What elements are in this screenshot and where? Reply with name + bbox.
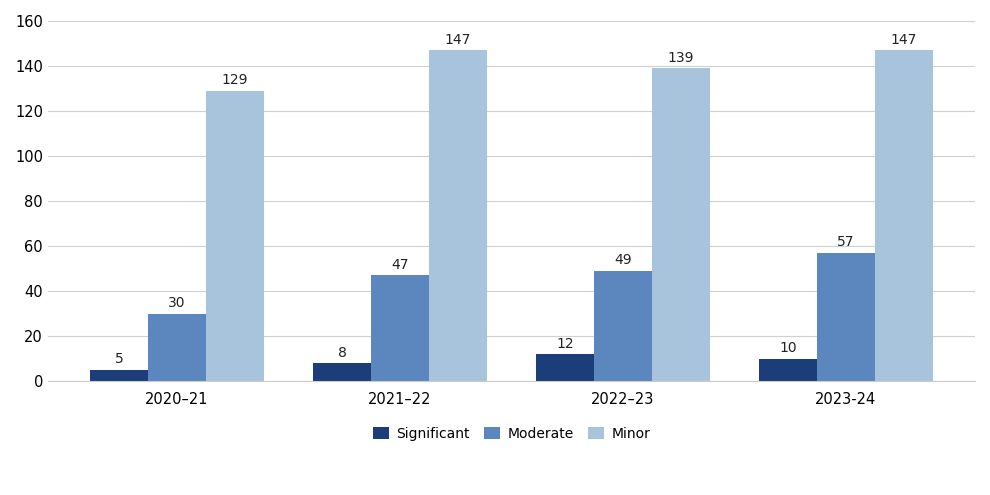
Bar (651, 68, 710, 381)
Text: 147: 147 (891, 33, 917, 47)
Bar (875, 50, 933, 381)
Bar (90, 370, 148, 381)
Bar (206, 91, 264, 381)
Text: 139: 139 (667, 51, 694, 65)
Text: 8: 8 (338, 346, 346, 360)
Bar (148, 313, 206, 381)
Text: 30: 30 (168, 296, 186, 310)
Text: 12: 12 (556, 337, 574, 350)
Bar (429, 50, 487, 381)
Text: 10: 10 (779, 341, 797, 355)
Bar (536, 354, 594, 381)
Bar (817, 253, 875, 381)
Bar (594, 271, 651, 381)
Text: 47: 47 (391, 258, 409, 272)
Text: 57: 57 (838, 236, 854, 249)
Bar (313, 363, 371, 381)
Text: 49: 49 (614, 253, 632, 267)
Bar (371, 275, 429, 381)
Bar (759, 358, 817, 381)
Text: 147: 147 (445, 33, 471, 47)
Text: 5: 5 (115, 352, 124, 366)
Legend: Significant, Moderate, Minor: Significant, Moderate, Minor (367, 421, 655, 446)
Text: 129: 129 (222, 73, 248, 88)
